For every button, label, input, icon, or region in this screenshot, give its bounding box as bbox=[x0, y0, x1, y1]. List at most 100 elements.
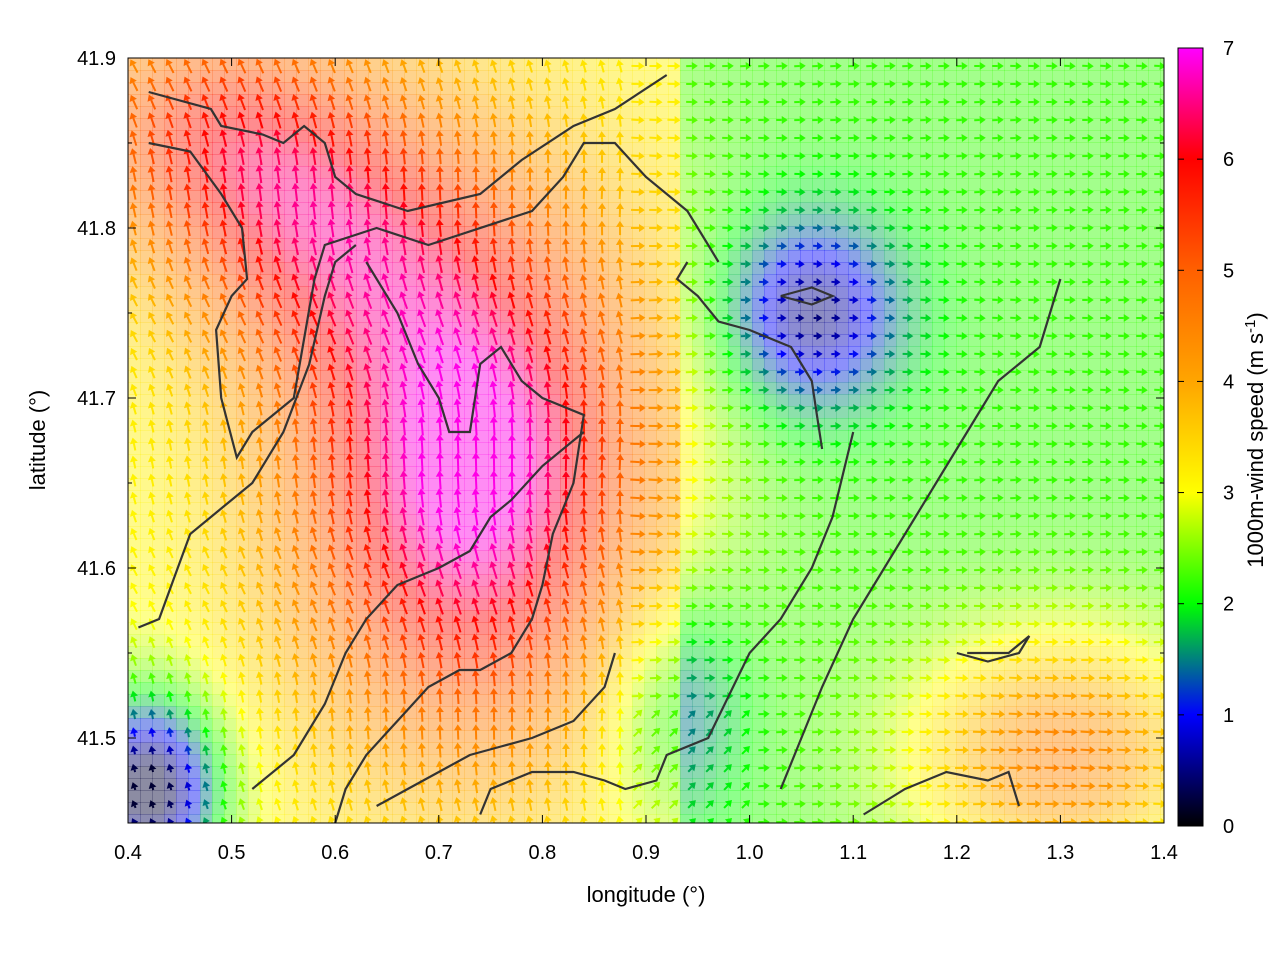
field-cell bbox=[788, 382, 801, 395]
field-cell bbox=[860, 202, 873, 215]
field-cell bbox=[656, 682, 669, 695]
field-cell bbox=[884, 286, 897, 299]
field-cell bbox=[716, 790, 729, 803]
field-cell bbox=[260, 382, 273, 395]
field-cell bbox=[812, 250, 825, 263]
field-cell bbox=[584, 370, 597, 383]
field-cell bbox=[428, 658, 441, 671]
field-cell bbox=[404, 418, 417, 431]
field-cell bbox=[212, 406, 225, 419]
field-cell bbox=[224, 730, 237, 743]
field-cell bbox=[632, 178, 645, 191]
field-cell bbox=[692, 718, 705, 731]
field-cell bbox=[956, 790, 969, 803]
field-cell bbox=[572, 298, 585, 311]
field-cell bbox=[284, 262, 297, 275]
field-cell bbox=[248, 154, 261, 167]
field-cell bbox=[716, 502, 729, 515]
field-cell bbox=[536, 442, 549, 455]
field-cell bbox=[404, 634, 417, 647]
field-cell bbox=[176, 154, 189, 167]
field-cell bbox=[320, 478, 333, 491]
field-cell bbox=[1016, 502, 1029, 515]
field-cell bbox=[656, 106, 669, 119]
field-cell bbox=[752, 130, 765, 143]
field-cell bbox=[644, 322, 657, 335]
field-cell bbox=[740, 754, 753, 767]
field-cell bbox=[728, 502, 741, 515]
field-cell bbox=[752, 178, 765, 191]
field-cell bbox=[908, 286, 921, 299]
field-cell bbox=[1040, 718, 1053, 731]
field-cell bbox=[608, 766, 621, 779]
field-cell bbox=[392, 802, 405, 815]
field-cell bbox=[1040, 106, 1053, 119]
field-cell bbox=[572, 514, 585, 527]
field-cell bbox=[248, 370, 261, 383]
field-cell bbox=[512, 406, 525, 419]
field-cell bbox=[548, 346, 561, 359]
field-cell bbox=[680, 142, 693, 155]
field-cell bbox=[608, 82, 621, 95]
field-cell bbox=[716, 610, 729, 623]
field-cell bbox=[872, 250, 885, 263]
field-cell bbox=[476, 466, 489, 479]
field-cell bbox=[1040, 394, 1053, 407]
field-cell bbox=[860, 418, 873, 431]
field-cell bbox=[836, 214, 849, 227]
field-cell bbox=[284, 370, 297, 383]
field-cell bbox=[992, 814, 1005, 827]
field-cell bbox=[716, 346, 729, 359]
field-cell bbox=[392, 190, 405, 203]
field-cell bbox=[368, 442, 381, 455]
field-cell bbox=[788, 166, 801, 179]
field-cell bbox=[692, 70, 705, 83]
field-cell bbox=[644, 682, 657, 695]
field-cell bbox=[776, 322, 789, 335]
field-cell bbox=[176, 370, 189, 383]
field-cell bbox=[800, 538, 813, 551]
field-cell bbox=[1004, 754, 1017, 767]
field-cell bbox=[296, 442, 309, 455]
field-cell bbox=[692, 358, 705, 371]
field-cell bbox=[752, 106, 765, 119]
field-cell bbox=[1004, 634, 1017, 647]
field-cell bbox=[968, 490, 981, 503]
field-cell bbox=[824, 70, 837, 83]
field-cell bbox=[1028, 814, 1041, 827]
field-cell bbox=[860, 454, 873, 467]
field-cell bbox=[896, 502, 909, 515]
field-cell bbox=[428, 478, 441, 491]
field-cell bbox=[608, 406, 621, 419]
field-cell bbox=[788, 538, 801, 551]
field-cell bbox=[1040, 466, 1053, 479]
field-cell bbox=[932, 706, 945, 719]
field-cell bbox=[500, 190, 513, 203]
field-cell bbox=[692, 322, 705, 335]
field-cell bbox=[896, 454, 909, 467]
field-cell bbox=[512, 274, 525, 287]
field-cell bbox=[620, 694, 633, 707]
field-cell bbox=[788, 58, 801, 71]
field-cell bbox=[404, 166, 417, 179]
field-cell bbox=[356, 298, 369, 311]
field-cell bbox=[572, 190, 585, 203]
field-cell bbox=[728, 538, 741, 551]
field-cell bbox=[500, 514, 513, 527]
field-cell bbox=[680, 94, 693, 107]
field-cell bbox=[140, 478, 153, 491]
field-cell bbox=[896, 418, 909, 431]
field-cell bbox=[620, 382, 633, 395]
field-cell bbox=[800, 646, 813, 659]
field-cell bbox=[1040, 610, 1053, 623]
field-cell bbox=[968, 430, 981, 443]
field-cell bbox=[668, 58, 681, 71]
field-cell bbox=[1016, 250, 1029, 263]
field-cell bbox=[752, 814, 765, 827]
field-cell bbox=[668, 358, 681, 371]
field-cell bbox=[692, 250, 705, 263]
field-cell bbox=[800, 178, 813, 191]
field-cell bbox=[836, 790, 849, 803]
field-cell bbox=[1040, 142, 1053, 155]
field-cell bbox=[1004, 706, 1017, 719]
